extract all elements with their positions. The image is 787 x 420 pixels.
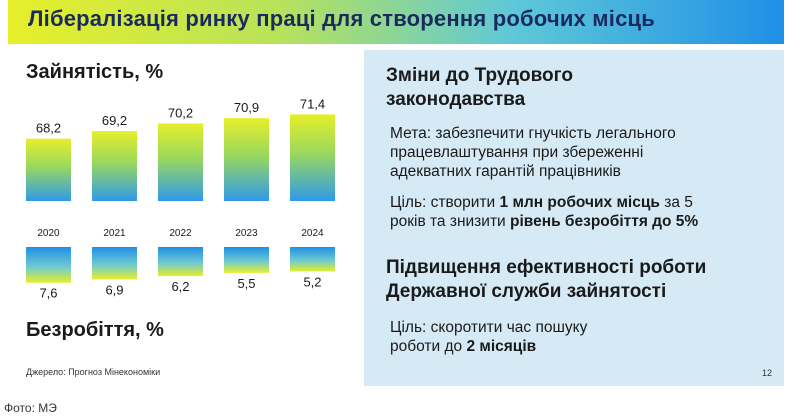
- employment-chart-title: Зайнятість, %: [26, 61, 164, 83]
- target-prefix: Ціль: створити: [390, 194, 500, 211]
- section1-heading-line2: законодавства: [386, 89, 526, 110]
- target-line2-prefix: років та знизити: [390, 213, 511, 230]
- section2-heading: Підвищення ефективності роботи Державної…: [386, 256, 706, 304]
- source-note: Джерело: Прогноз Мінекономіки: [26, 367, 161, 377]
- employment-bar: [158, 123, 203, 201]
- section1-goal: Мета: забезпечити гнучкість легального п…: [390, 124, 676, 181]
- year-labels: 2020 2021 2022 2023 2024: [37, 228, 324, 239]
- unemployment-value-label: 5,5: [237, 276, 255, 291]
- employment-bar: [224, 118, 269, 201]
- employment-value-label: 70,2: [168, 105, 193, 120]
- unemployment-chart-title: Безробіття, %: [26, 319, 164, 341]
- unemployment-bar: [92, 247, 137, 280]
- employment-value-label: 69,2: [102, 113, 127, 128]
- employment-value-label: 71,4: [300, 96, 325, 111]
- unemployment-bar: [290, 247, 335, 272]
- target-jobs: 1 млн робочих місць: [499, 194, 660, 211]
- year-tick-label: 2023: [235, 228, 258, 239]
- employment-bar: [290, 114, 335, 201]
- target-unemployment: рівень безробіття до 5%: [510, 213, 699, 230]
- target-mid: за 5: [659, 194, 693, 211]
- unemployment-bar: [26, 247, 71, 283]
- section1-heading-line1: Зміни до Трудового: [386, 65, 573, 86]
- employment-bar: [92, 131, 137, 201]
- employment-value-label: 70,9: [234, 100, 259, 115]
- slide-title: Лібералізація ринку праці для створення …: [28, 6, 655, 31]
- unemployment-value-label: 6,9: [105, 282, 123, 297]
- unemployment-value-label: 6,2: [171, 279, 189, 294]
- year-tick-label: 2022: [169, 228, 192, 239]
- section1-heading: Зміни до Трудового законодавства: [386, 64, 573, 112]
- unemployment-bar: [224, 247, 269, 273]
- section1-target-line1: Ціль: створити 1 млн робочих місць за 5: [390, 193, 698, 212]
- info-panel: Зміни до Трудового законодавства Мета: з…: [364, 50, 784, 386]
- section1-goal-line2: працевлаштування при збереженні: [390, 144, 644, 161]
- year-tick-label: 2021: [103, 228, 126, 239]
- year-tick-label: 2020: [37, 228, 60, 239]
- section1-goal-line1: Мета: забезпечити гнучкість легального: [390, 125, 676, 142]
- employment-value-label: 68,2: [36, 121, 61, 136]
- unemployment-bars: 7,6 6,9 6,2 5,5 5,2: [26, 247, 335, 301]
- unemployment-value-label: 7,6: [39, 286, 57, 301]
- section1-goal-line3: адекватних гарантій працівників: [390, 163, 621, 180]
- section2-target-line1: Ціль: скоротити час пошуку: [390, 319, 588, 336]
- bar-chart: 68,269,270,2 70,9 71,4 2020 2021 2022 2023 202…: [26, 96, 335, 301]
- employment-bars: 68,2 69,2 70,2 70,9 71,4: [26, 96, 335, 201]
- section2-heading-line2: Державної служби зайнятості: [386, 281, 667, 302]
- section2-target: Ціль: скоротити час пошуку роботи до 2 м…: [390, 318, 587, 356]
- employment-bar: [26, 138, 71, 201]
- year-tick-label: 2024: [301, 228, 324, 239]
- photo-credit: Фото: МЭ: [4, 401, 57, 415]
- presentation-slide: Лібералізація ринку праці для створення …: [8, 0, 784, 392]
- unemployment-bar: [158, 247, 203, 277]
- section2-heading-line1: Підвищення ефективності роботи: [386, 257, 707, 278]
- unemployment-value-label: 5,2: [303, 274, 321, 289]
- section1-target: Ціль: створити 1 млн робочих місць за 5 …: [390, 193, 698, 231]
- section2-target-prefix: роботи до: [390, 338, 467, 355]
- section2-target-line2: роботи до 2 місяців: [390, 337, 587, 356]
- page-number: 12: [761, 368, 772, 378]
- section1-target-line2: років та знизити рівень безробіття до 5%: [390, 212, 698, 231]
- chart-area: Зайнятість, % 68,2 69,2 70,2 70,9 71,4 2020 2…: [8, 44, 360, 392]
- title-bar: Лібералізація ринку праці для створення …: [8, 0, 784, 44]
- section2-target-bold: 2 місяців: [466, 338, 537, 355]
